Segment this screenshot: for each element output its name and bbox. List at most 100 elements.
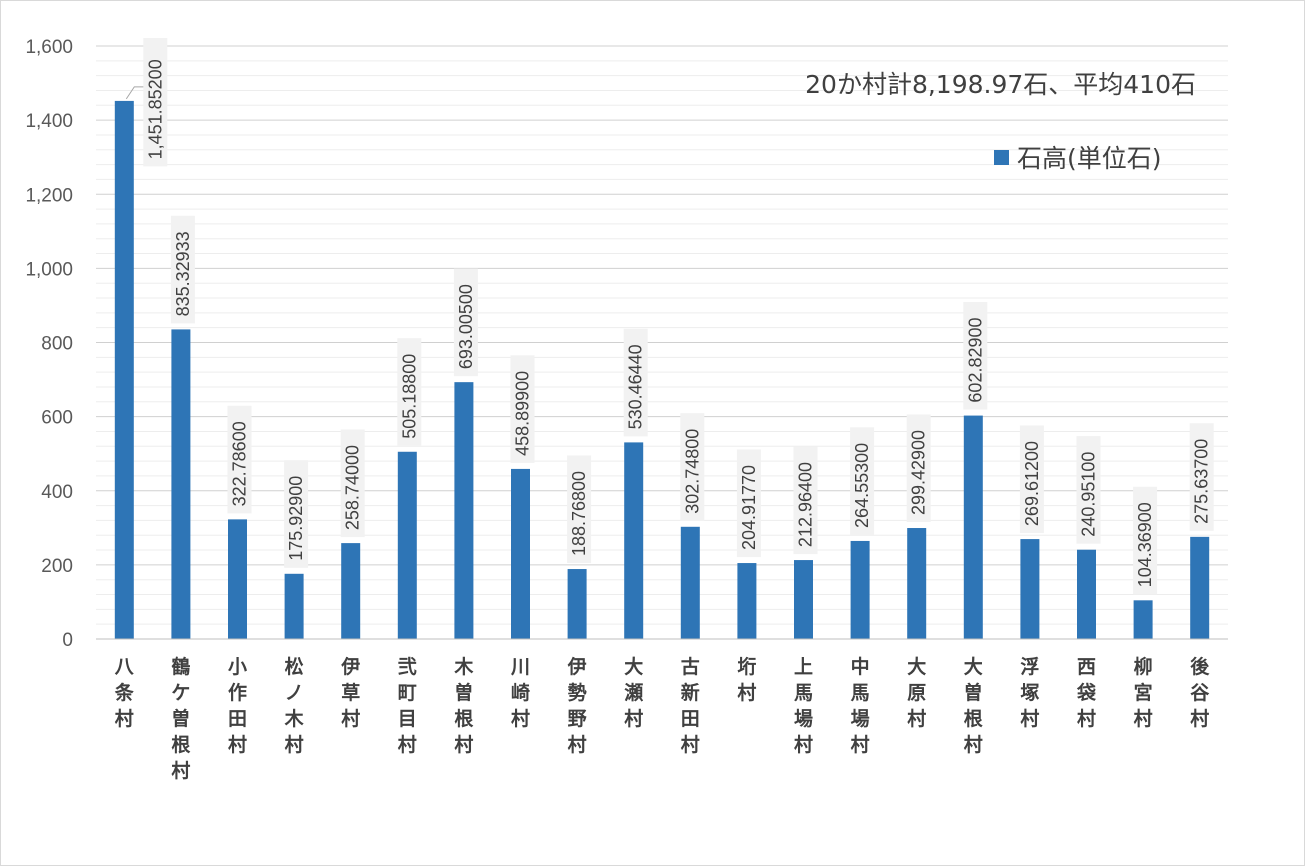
data-label: 835.32933 [173, 231, 193, 316]
x-tick-label: 伊勢野村 [567, 655, 587, 756]
x-tick-label: 鶴ケ曽根村 [171, 655, 190, 782]
data-label: 269.61200 [1022, 441, 1042, 526]
data-label: 104.36900 [1135, 502, 1155, 587]
data-label: 602.82900 [965, 317, 985, 402]
data-label-background [680, 413, 705, 521]
bar [397, 451, 417, 639]
y-tick-label: 200 [41, 556, 73, 577]
data-label-background [567, 455, 592, 564]
x-tick-label: 松ノ木村 [284, 655, 305, 756]
bar [171, 329, 191, 639]
data-label-background [963, 301, 988, 410]
bar [794, 560, 813, 639]
data-labels: 1,451.85200 835.32933 322.78600 175.92900 25… [125, 38, 1214, 595]
x-tick-label: 垳村 [737, 656, 756, 704]
x-tick-label: 柳宮村 [1134, 655, 1153, 730]
gridlines [96, 45, 1228, 625]
data-label-background [623, 328, 648, 437]
x-tick-label: 小作田村 [228, 656, 247, 756]
bar [1020, 539, 1040, 639]
bar [907, 528, 927, 639]
data-label: 204.91770 [739, 465, 759, 550]
bar [114, 100, 134, 640]
y-axis: 0 200 400 600 800 1,000 1,200 1,400 1,600 [25, 37, 73, 651]
data-label-background [143, 38, 168, 167]
y-tick-label: 600 [41, 408, 73, 429]
data-label-background [397, 338, 422, 446]
data-label: 458.89900 [513, 371, 533, 456]
bar [850, 540, 870, 639]
data-label: 212.96400 [796, 462, 816, 547]
data-label-background [906, 414, 931, 523]
data-label: 264.55300 [852, 443, 872, 528]
x-tick-label: 大原村 [907, 655, 926, 730]
x-tick-label: 大瀬村 [624, 655, 643, 730]
x-tick-label: 大曽根村 [964, 655, 983, 756]
bar [284, 573, 304, 639]
data-label-background [227, 405, 252, 514]
bar [624, 442, 644, 639]
x-tick-label: 西袋村 [1076, 656, 1097, 730]
bar [680, 526, 700, 639]
x-tick-label: 川崎村 [510, 656, 530, 730]
x-tick-label: 上馬場村 [794, 656, 813, 756]
y-tick-label: 1,000 [25, 259, 73, 280]
data-label: 299.42900 [909, 430, 929, 515]
x-axis: 八条村 鶴ケ曽根村 小作田村 松ノ木村 伊草村 弐町目村 木曽根村 川崎村 伊勢野村 大瀬村 古新田… [96, 638, 1228, 782]
data-label-background [284, 460, 309, 568]
x-tick-label: 弐町目村 [398, 656, 417, 756]
x-tick-label: 古新田村 [681, 655, 700, 756]
x-tick-label: 浮塚村 [1020, 655, 1039, 730]
data-label: 275.63700 [1192, 439, 1212, 524]
data-label: 302.74800 [682, 429, 702, 514]
data-label-background [1189, 423, 1214, 531]
data-label: 258.74000 [343, 445, 363, 530]
bar [1190, 536, 1210, 639]
x-tick-label: 木曽根村 [453, 655, 474, 756]
data-label-background [510, 355, 535, 463]
data-label: 1,451.85200 [145, 59, 165, 159]
x-tick-label: 伊草村 [340, 655, 360, 730]
bars [114, 100, 1210, 640]
data-label-background [340, 429, 365, 538]
data-label: 530.46440 [626, 344, 646, 429]
bar [737, 563, 757, 639]
data-label: 693.00500 [456, 284, 476, 369]
data-label: 188.76800 [569, 471, 589, 556]
data-label-background [170, 215, 195, 324]
y-tick-label: 800 [41, 334, 73, 355]
legend-swatch [994, 150, 1009, 165]
x-tick-label: 後谷村 [1190, 655, 1210, 730]
data-label-background [736, 449, 761, 558]
x-tick-label: 八条村 [115, 656, 135, 730]
y-tick-label: 1,200 [25, 185, 73, 206]
legend-label: 石高(単位石) [1017, 144, 1162, 173]
data-label-background [453, 268, 478, 377]
data-label: 505.18800 [399, 354, 419, 439]
bar [1077, 549, 1096, 639]
bar [963, 415, 983, 639]
bar [341, 543, 361, 639]
data-label-background [1133, 486, 1158, 595]
data-label: 175.92900 [286, 476, 306, 561]
y-tick-label: 400 [41, 482, 73, 503]
data-label: 322.78600 [230, 421, 250, 506]
data-label-background [793, 446, 818, 555]
y-tick-label: 0 [62, 630, 73, 651]
y-tick-label: 1,600 [25, 37, 73, 58]
legend: 石高(単位石) [994, 144, 1162, 173]
bar [567, 569, 587, 639]
bar [1133, 600, 1153, 639]
bar [228, 519, 247, 639]
bar [454, 382, 474, 639]
data-label: 240.95100 [1079, 452, 1099, 537]
data-label-background [850, 427, 875, 535]
data-label-background [1019, 425, 1044, 534]
y-tick-label: 1,400 [25, 111, 73, 132]
bar [511, 468, 530, 639]
data-label-background [1076, 436, 1101, 544]
chart-annotation: 20か村計8,198.97石、平均410石 [805, 70, 1196, 99]
x-tick-label: 中馬場村 [851, 655, 870, 756]
